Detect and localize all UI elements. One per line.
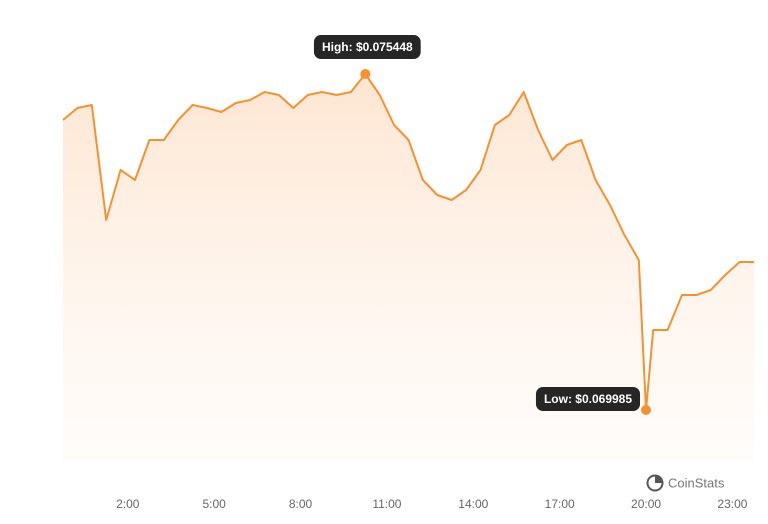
price-line — [62, 73, 754, 411]
tooltip-bg — [313, 35, 421, 59]
tooltip: Low: $0.069985 — [535, 387, 641, 411]
x-tick-label: 8:00 — [289, 497, 313, 511]
x-tick-label: 17:00 — [545, 497, 575, 511]
x-tick-label: 2:00 — [116, 497, 140, 511]
area — [63, 74, 754, 462]
extreme-dot — [360, 69, 371, 79]
tooltip-text: Low: $0.069985 — [544, 392, 632, 406]
x-tick-label: 14:00 — [458, 497, 488, 511]
watermark: CoinStats — [668, 475, 725, 490]
tooltip-bg — [535, 387, 641, 411]
tooltip-text: High: $0.075448 — [322, 40, 413, 54]
extreme-dot — [641, 405, 652, 415]
x-tick-label: 23:00 — [717, 497, 747, 511]
logo-icon — [646, 474, 664, 492]
x-tick-label: 20:00 — [631, 497, 661, 511]
x-tick-label: 5:00 — [202, 497, 226, 511]
tooltip: High: $0.075448 — [313, 35, 421, 59]
x-tick-label: 11:00 — [372, 497, 401, 511]
